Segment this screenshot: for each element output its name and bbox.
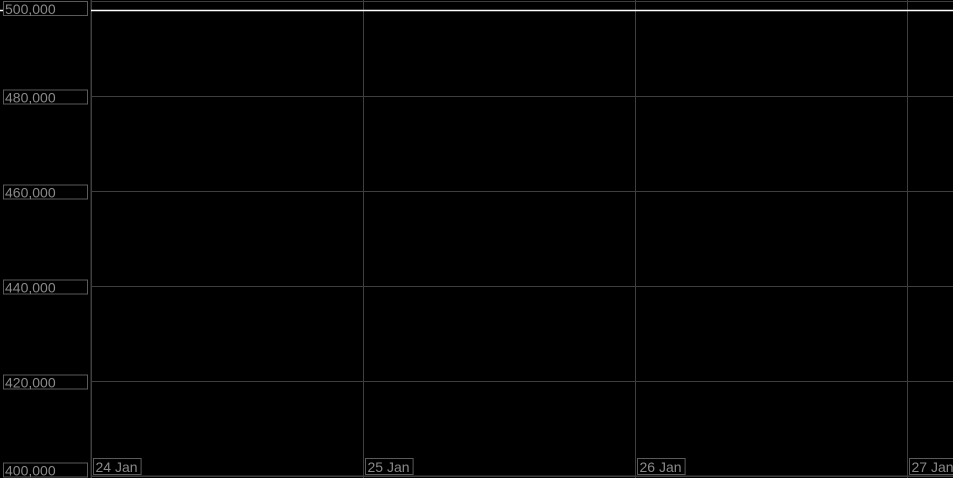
x-tick-label: 25 Jan — [368, 459, 410, 475]
y-tick-label-box — [3, 184, 88, 200]
y-tick-label-box — [3, 1, 88, 16]
y-tick-label: 400,000 — [5, 463, 56, 478]
y-tick-label-box — [3, 279, 88, 295]
y-tick-label: 420,000 — [5, 375, 56, 391]
x-tick-label-box — [93, 458, 142, 475]
y-tick-label-box — [3, 374, 88, 390]
x-tick-label: 24 Jan — [96, 459, 138, 475]
y-tick-label-box — [3, 462, 88, 478]
x-tick-label-box — [637, 458, 686, 475]
y-tick-label-box — [3, 89, 88, 105]
x-tick-label: 26 Jan — [640, 459, 682, 475]
y-tick-label: 460,000 — [5, 185, 56, 201]
y-tick-label: 500,000 — [5, 1, 56, 17]
y-tick-label: 440,000 — [5, 280, 56, 296]
x-tick-label-box — [365, 458, 414, 475]
x-tick-label-box — [909, 458, 953, 475]
y-tick-label: 480,000 — [5, 90, 56, 106]
x-tick-label: 27 Jan — [912, 459, 953, 475]
